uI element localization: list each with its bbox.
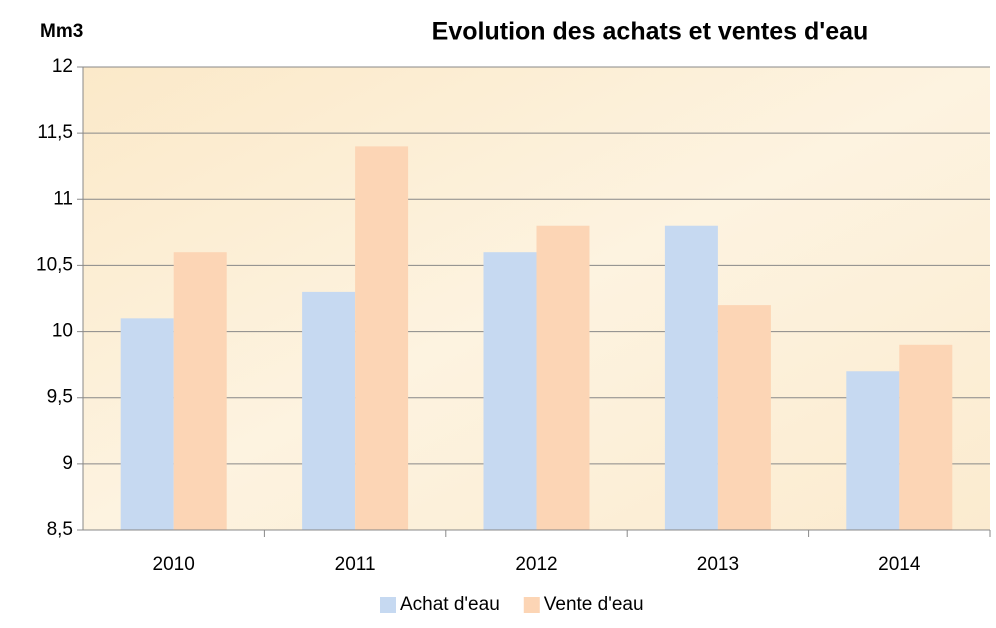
bar [899, 344, 953, 530]
x-tick-label: 2014 [878, 554, 921, 575]
bar [120, 318, 174, 530]
x-tick-label: 2012 [515, 554, 557, 575]
bar [846, 371, 900, 530]
bar [483, 252, 537, 530]
y-tick-label: 9,5 [47, 387, 73, 408]
legend-swatch [380, 597, 396, 613]
bar [717, 305, 771, 530]
y-axis-label: Mm3 [40, 21, 83, 42]
x-tick-label: 2011 [335, 554, 376, 575]
legend-label: Vente d'eau [544, 594, 644, 615]
bar [536, 225, 590, 530]
x-tick-label: 2013 [697, 554, 739, 575]
y-tick-label: 8,5 [47, 519, 73, 540]
bar [173, 252, 227, 530]
legend-label: Achat d'eau [400, 594, 500, 615]
y-tick-label: 9 [62, 453, 73, 474]
chart-title: Evolution des achats et ventes d'eau [432, 18, 869, 46]
y-tick-label: 11 [53, 188, 73, 209]
legend-swatch [523, 597, 540, 613]
bar [302, 291, 356, 530]
bar [664, 225, 718, 530]
bar [355, 146, 409, 530]
y-tick-label: 11,5 [37, 122, 73, 143]
y-tick-label: 10,5 [36, 254, 73, 275]
y-tick-label: 12 [52, 56, 73, 77]
y-tick-label: 10 [52, 321, 73, 342]
x-tick-label: 2010 [153, 554, 195, 575]
